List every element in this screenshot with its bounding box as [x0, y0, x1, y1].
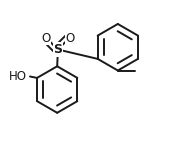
Text: HO: HO	[8, 70, 26, 83]
Text: S: S	[53, 43, 62, 56]
Text: O: O	[41, 32, 50, 45]
Text: O: O	[65, 32, 75, 45]
